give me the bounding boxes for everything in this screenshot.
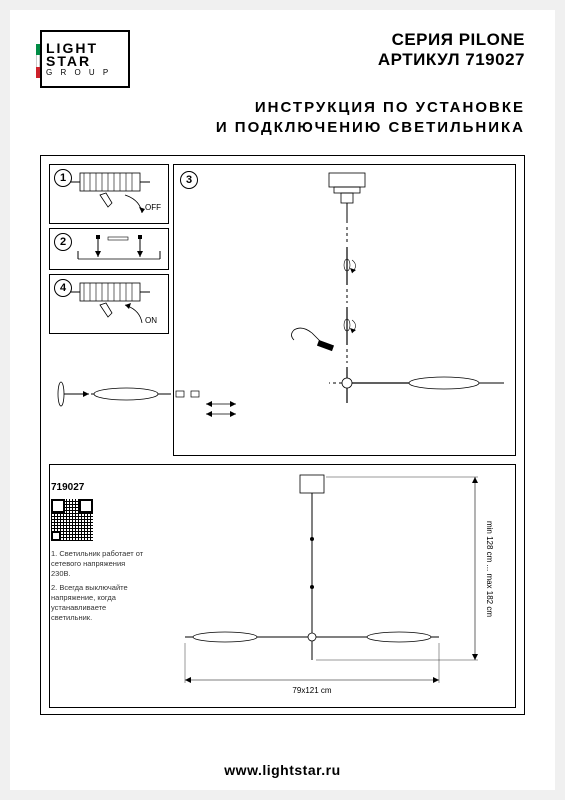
header: LIGHT STAR G R O U P СЕРИЯ PILONE АРТИКУ…	[40, 30, 525, 88]
on-label: ON	[145, 316, 157, 325]
note-1: 1. Светильник работает от сетевого напря…	[51, 549, 146, 579]
footer-url: www.lightstar.ru	[10, 762, 555, 778]
step-1-diagram: OFF	[50, 165, 170, 225]
note-2: 2. Всегда выключайте напряжение, когда у…	[51, 583, 146, 624]
step-4-box: 4 ON	[49, 274, 169, 334]
height-dim-label: min 128 cm ... max 182 cm	[485, 521, 494, 617]
step-4-diagram: ON	[50, 275, 170, 335]
step-2-diagram	[50, 229, 170, 271]
qr-code-icon	[51, 499, 93, 541]
title-line-1: ИНСТРУКЦИЯ ПО УСТАНОВКЕ	[40, 98, 525, 118]
step-3-diagram	[174, 165, 517, 457]
italy-flag-icon	[36, 44, 40, 78]
off-label: OFF	[145, 203, 161, 212]
header-text: СЕРИЯ PILONE АРТИКУЛ 719027	[378, 30, 525, 70]
logo-line-2: STAR	[46, 55, 124, 68]
series-line: СЕРИЯ PILONE	[378, 30, 525, 50]
page-title: ИНСТРУКЦИЯ ПО УСТАНОВКЕ И ПОДКЛЮЧЕНИЮ СВ…	[40, 98, 525, 137]
step-1-box: 1 OFF	[49, 164, 169, 224]
logo-group: G R O U P	[46, 69, 124, 76]
step-2-box: 2	[49, 228, 169, 270]
brand-logo: LIGHT STAR G R O U P	[40, 30, 130, 88]
sku-label: 719027	[51, 481, 146, 495]
title-line-2: И ПОДКЛЮЧЕНИЮ СВЕТИЛЬНИКА	[40, 118, 525, 138]
step-3-box: 3	[173, 164, 516, 456]
instruction-page: LIGHT STAR G R O U P СЕРИЯ PILONE АРТИКУ…	[10, 10, 555, 790]
article-line: АРТИКУЛ 719027	[378, 50, 525, 70]
diagram-area: 1 OFF 2	[40, 155, 525, 715]
notes-block: 719027 1. Светильник работает от сетевог…	[51, 481, 146, 623]
width-dim-label: 79x121 cm	[292, 686, 331, 695]
